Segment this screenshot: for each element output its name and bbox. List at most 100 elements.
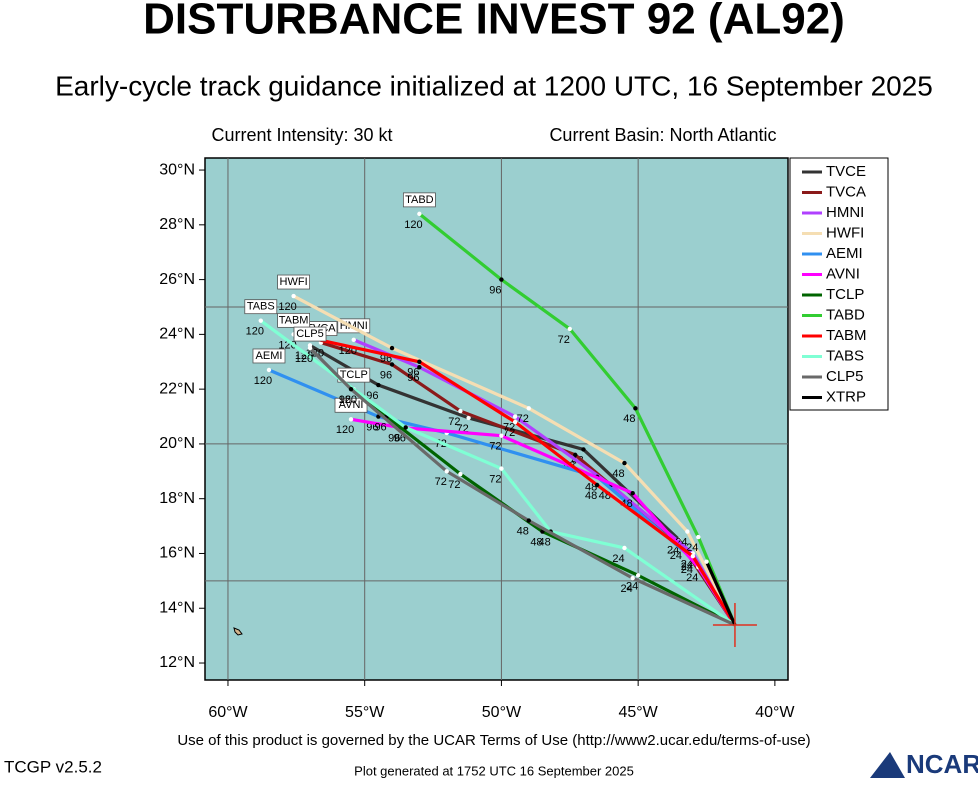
track-label-box (293, 326, 327, 342)
track-label: TABS (247, 301, 275, 313)
track-point (704, 559, 709, 564)
track (293, 332, 737, 626)
legend-label: TABS (826, 347, 864, 364)
track-point (594, 482, 600, 488)
version: TCGP v2.5.2 (4, 757, 102, 776)
track-point (417, 365, 422, 370)
track-point (630, 491, 635, 496)
track (308, 346, 736, 627)
hour-label: 120 (295, 350, 313, 362)
hour-label: 24 (681, 561, 693, 573)
hour-label: 24 (621, 583, 633, 595)
y-tick-label: 12°N (159, 654, 195, 671)
hour-label: 24 (681, 558, 693, 570)
track-point (635, 573, 641, 578)
hour-label: 96 (407, 367, 419, 379)
hour-label: 24 (681, 564, 693, 576)
y-tick-label: 30°N (159, 161, 195, 178)
hour-label: 48 (517, 526, 529, 538)
hour-label: 96 (388, 432, 400, 444)
hour-label: 48 (621, 498, 633, 510)
hour-label: 24 (670, 550, 682, 562)
basin: Current Basin: North Atlantic (549, 125, 776, 145)
hour-label: 48 (623, 413, 635, 425)
hour-label: 96 (489, 285, 501, 297)
hour-label: 72 (503, 427, 515, 439)
track-point (403, 425, 408, 430)
track-point (376, 382, 381, 388)
island (233, 627, 243, 636)
legend-label: AEMI (826, 245, 863, 262)
hour-label: 24 (612, 553, 624, 565)
track-point (573, 452, 578, 458)
track-point (458, 408, 463, 414)
track-label: HWFI (280, 276, 308, 288)
legend-label: CLP5 (826, 368, 864, 385)
y-tick-label: 22°N (159, 380, 195, 397)
plot: 24487296120TVCE24487296120TVCA2448729612… (205, 158, 788, 680)
y-tick-label: 14°N (159, 599, 195, 616)
hour-label: 96 (380, 369, 392, 381)
track-point (351, 337, 356, 343)
hour-label: 96 (407, 372, 419, 384)
track (705, 561, 737, 626)
track-label: TABM (279, 314, 309, 326)
track-point (696, 534, 701, 540)
track-point (291, 293, 296, 299)
hour-label: 72 (517, 413, 529, 425)
track-point (348, 417, 354, 422)
hour-label: 120 (336, 424, 354, 436)
track-point (685, 529, 690, 534)
y-tick-label: 16°N (159, 545, 195, 562)
track-point (499, 277, 504, 282)
legend-label: TCLP (826, 286, 864, 303)
track-label: AEMI (256, 350, 283, 362)
track-point (567, 326, 572, 332)
track-label: TABD (405, 194, 434, 206)
hour-label: 96 (374, 421, 386, 433)
hour-label: 72 (448, 416, 460, 428)
track-point (258, 318, 263, 323)
track-point (526, 518, 531, 523)
logo: NCAR (906, 749, 978, 779)
track-point (458, 471, 463, 477)
x-tick-label: 50°W (482, 704, 522, 721)
y-tick-label: 24°N (159, 326, 195, 343)
hour-label: 24 (667, 545, 679, 557)
track-label-box (252, 348, 286, 364)
track-point (512, 414, 518, 419)
hour-label: 48 (612, 468, 624, 480)
track-label: CLP5 (296, 328, 324, 340)
y-tick-label: 18°N (159, 490, 195, 507)
track-label-box (277, 274, 310, 290)
hour-label: 72 (435, 476, 447, 488)
hour-label: 48 (585, 490, 597, 502)
logo-mark (870, 752, 905, 778)
hour-label: 120 (404, 219, 422, 231)
legend (789, 157, 889, 411)
hour-label: 72 (503, 421, 515, 433)
track-point (348, 386, 354, 392)
track-label-box (244, 299, 278, 315)
hour-label: 24 (686, 572, 698, 584)
chart-title: DISTURBANCE INVEST 92 (AL92) (143, 0, 845, 44)
hour-label: 48 (530, 536, 542, 548)
track-point (512, 419, 518, 425)
track-point (307, 345, 313, 351)
legend-label: TVCE (826, 163, 866, 180)
track-label: AVNI (339, 399, 364, 411)
legend-label: TABM (826, 327, 867, 344)
track-point (526, 406, 531, 411)
generated: Plot generated at 1752 UTC 16 September … (354, 763, 634, 778)
track-point (622, 545, 627, 551)
track-point (499, 433, 504, 438)
legend-label: HWFI (826, 224, 864, 241)
terms: Use of this product is governed by the U… (177, 732, 810, 749)
track-point (690, 554, 696, 559)
track-point (622, 460, 627, 466)
track-point (633, 406, 638, 411)
x-tick-label: 45°W (618, 704, 658, 721)
hour-label: 120 (254, 375, 272, 387)
track-label-box (277, 312, 310, 328)
